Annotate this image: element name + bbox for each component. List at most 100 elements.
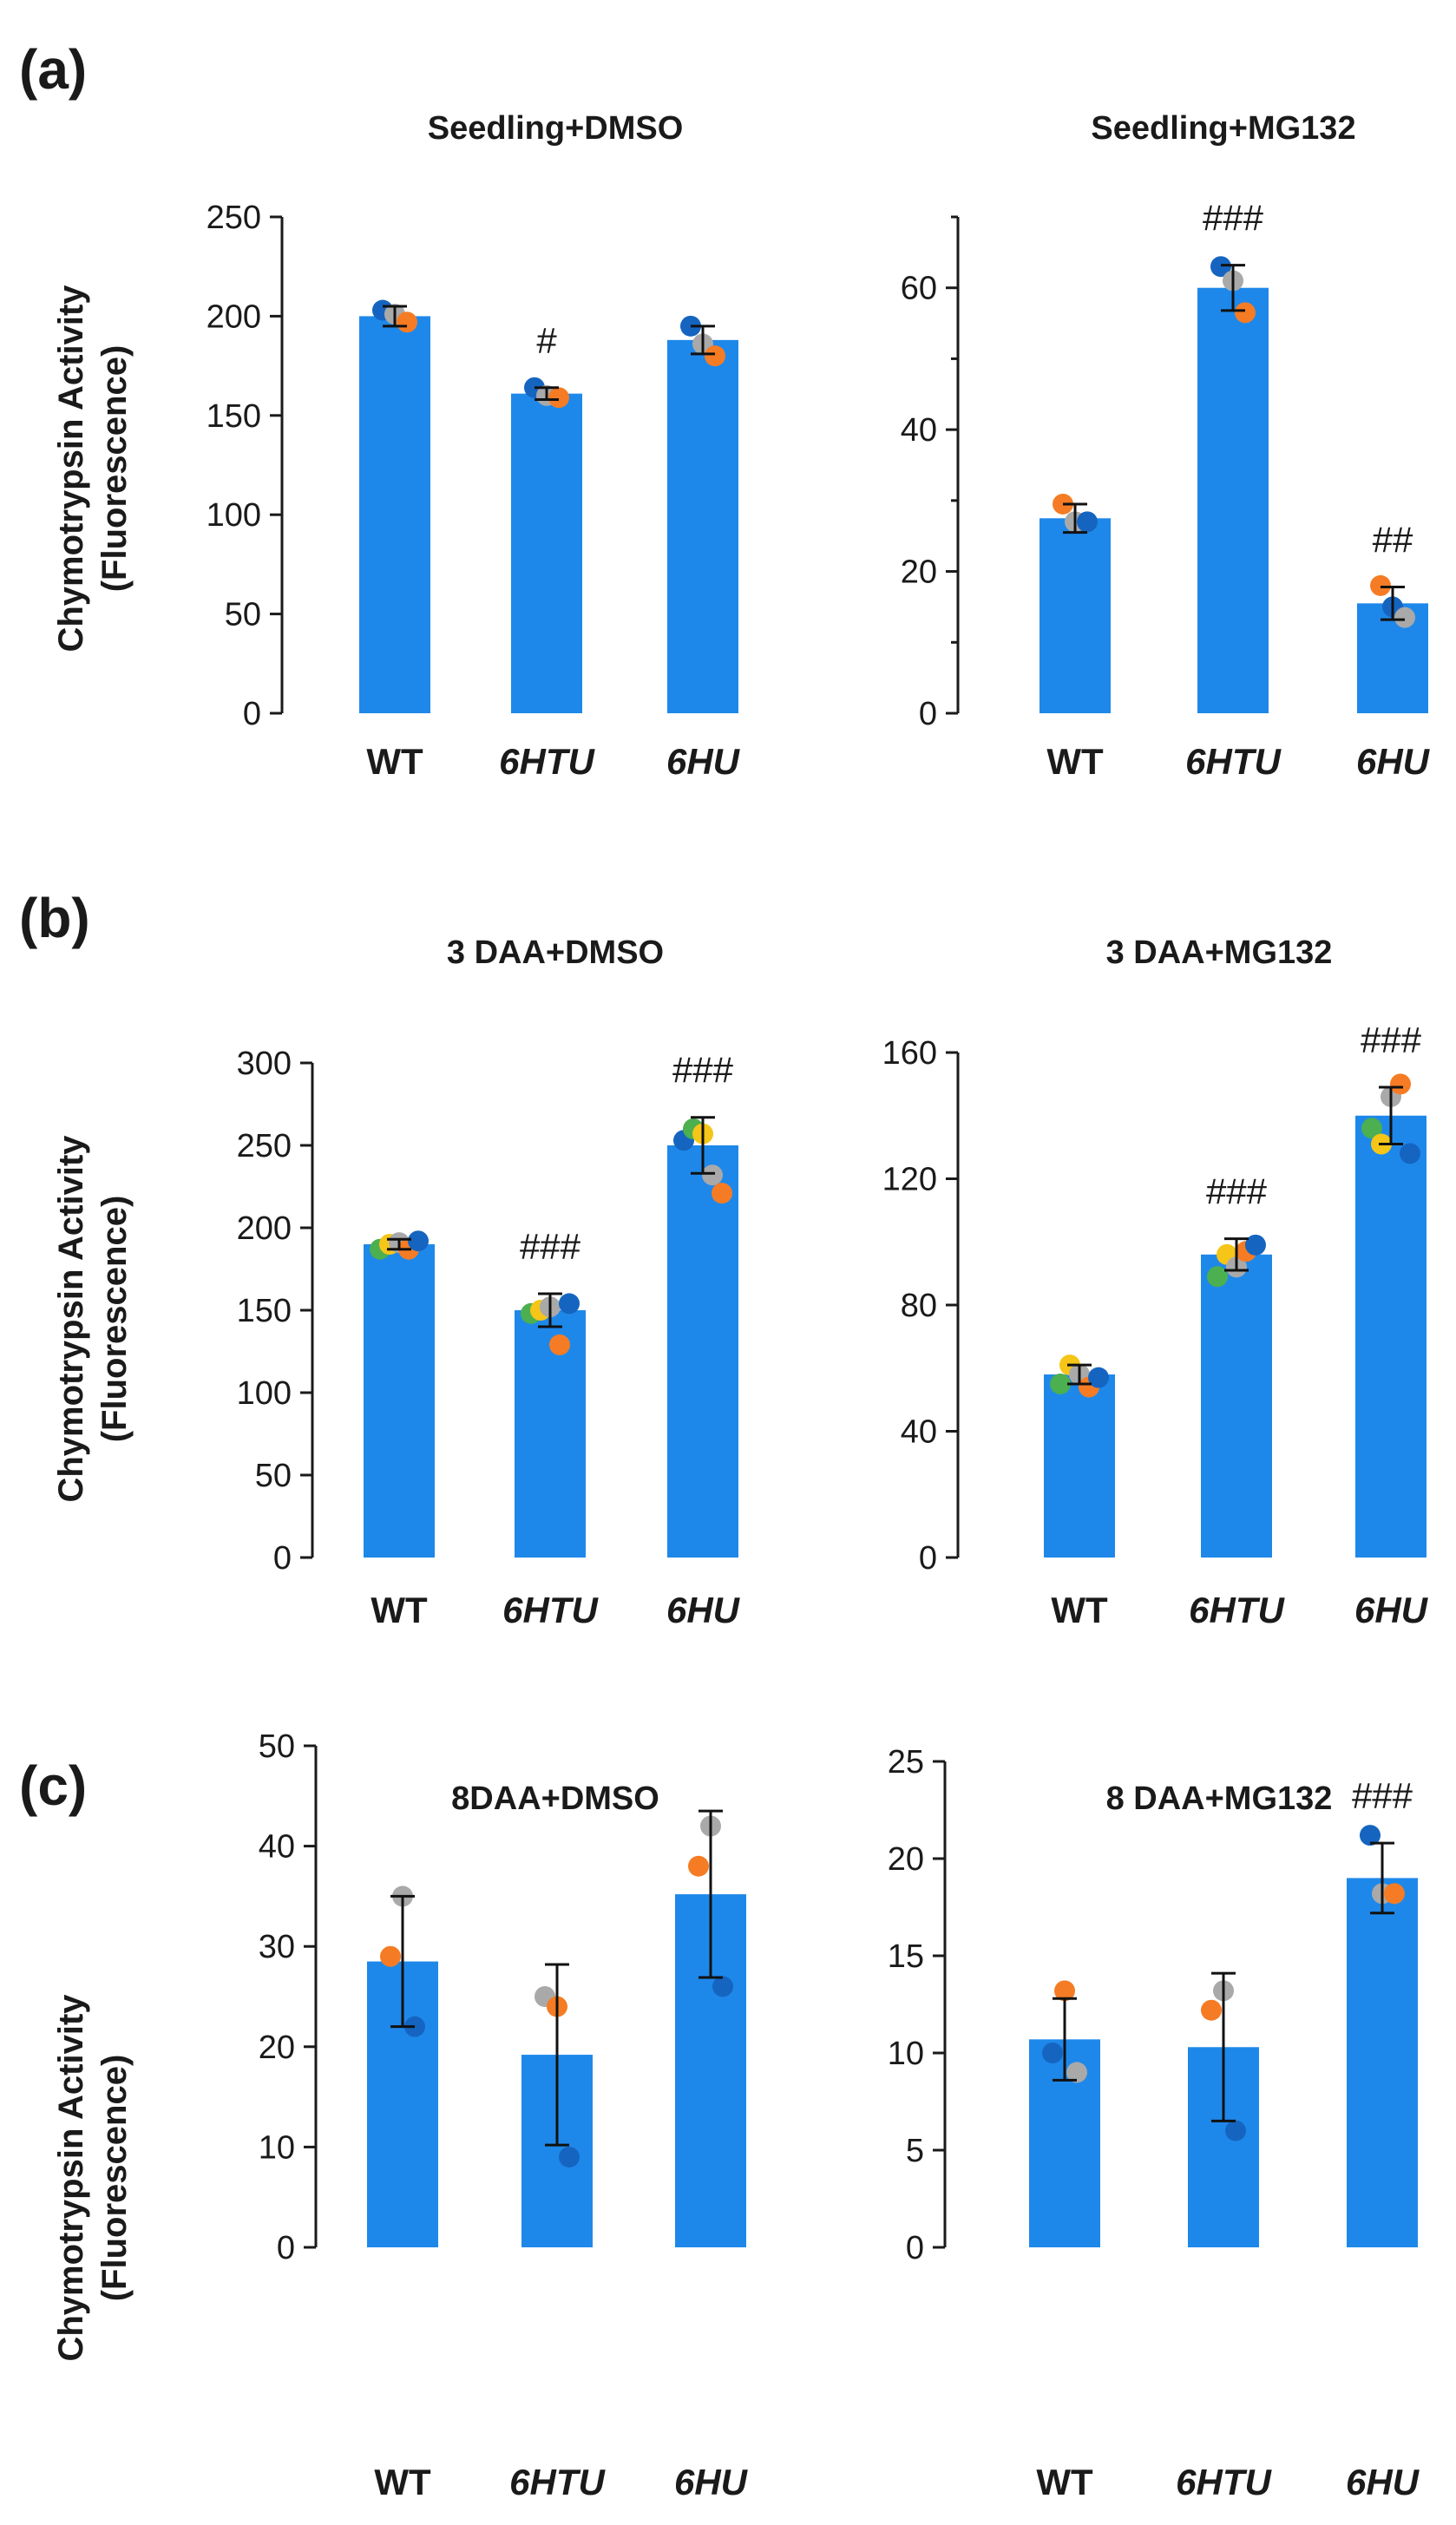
chart-title: Seedling+DMSO <box>428 110 684 147</box>
data-point <box>1361 1118 1382 1139</box>
chart-title: 3 DAA+MG132 <box>1106 935 1333 971</box>
chart-b-left: 3 DAA+DMSO 0 50 100 150 200 250 300 ### ### WT 6HTU… <box>237 935 741 1630</box>
data-point <box>1210 256 1231 278</box>
y-tick-label: 100 <box>237 1375 292 1412</box>
data-point <box>1201 1999 1222 2021</box>
x-category-label: 6HTU <box>1176 2462 1272 2502</box>
y-tick-label: 250 <box>207 200 261 236</box>
bar-6HU <box>1347 1878 1418 2247</box>
data-point <box>1088 1367 1109 1388</box>
bar-WT <box>364 1244 435 1558</box>
ylabel-c-line1: Chymotrypsin Activity <box>52 1994 90 2362</box>
x-category-label: WT <box>1046 741 1104 782</box>
y-tick-label: 50 <box>259 1728 295 1765</box>
y-tick-label: 0 <box>919 1540 937 1577</box>
data-point <box>702 1164 723 1186</box>
y-tick-label: 10 <box>888 2036 924 2072</box>
y-tick-label: 150 <box>237 1293 292 1329</box>
data-point <box>1207 1266 1228 1288</box>
y-tick-label: 0 <box>919 696 937 732</box>
bar-6HTU <box>515 1310 586 1558</box>
x-category-label: 6HTU <box>499 741 595 782</box>
y-tick-label: 100 <box>207 497 261 534</box>
y-tick-label: 20 <box>259 2030 295 2066</box>
ylabel-b-line1: Chymotrypsin Activity <box>52 1135 90 1503</box>
bar-WT <box>359 316 430 713</box>
data-point <box>1370 574 1391 596</box>
data-point <box>1394 607 1415 628</box>
data-point <box>1066 2062 1087 2083</box>
x-category-label: 6HU <box>1346 2462 1420 2502</box>
x-category-label: 6HU <box>674 2462 749 2502</box>
bar-6HU <box>1355 1115 1426 1558</box>
bar-WT <box>1040 518 1111 713</box>
data-point <box>1390 1073 1411 1095</box>
chart-b-right: 3 DAA+MG132 0 40 80 120 160 ### ### WT 6HTU 6HU <box>882 935 1429 1630</box>
ylabel-b-line2: (Fluorescence) <box>95 1196 134 1443</box>
y-tick-label: 15 <box>888 1938 924 1975</box>
y-tick-label: 10 <box>259 2129 295 2166</box>
significance-mark: ## <box>1373 520 1413 561</box>
significance-mark: ### <box>1352 1775 1413 1816</box>
data-point <box>688 1855 709 1877</box>
ylabel-a-line1: Chymotrypsin Activity <box>52 285 90 653</box>
x-category-label: 6HTU <box>1189 1590 1285 1630</box>
data-point <box>1360 1825 1381 1846</box>
y-tick-label: 200 <box>237 1210 292 1247</box>
data-point <box>559 2146 580 2168</box>
ylabel-b: Chymotrypsin Activity (Fluorescence) <box>52 1135 134 1503</box>
y-tick-label: 200 <box>207 298 261 335</box>
y-tick-label: 50 <box>225 597 261 633</box>
x-category-label: 6HTU <box>502 1590 599 1630</box>
data-point <box>1225 2120 1246 2141</box>
x-category-label: WT <box>366 741 423 782</box>
y-tick-label: 20 <box>888 1841 924 1878</box>
bar-6HU <box>667 339 738 713</box>
chart-c-left: 8DAA+DMSO 0 10 20 30 40 50 WT 6HTU 6HU <box>259 1728 749 2502</box>
data-point <box>1050 1373 1071 1394</box>
y-tick-label: 0 <box>277 2230 295 2266</box>
bar-6HU <box>1357 603 1428 713</box>
significance-mark: ### <box>672 1050 734 1091</box>
x-category-label: 6HTU <box>509 2462 606 2502</box>
data-point <box>705 345 725 367</box>
data-point <box>1400 1143 1420 1164</box>
significance-mark: # <box>536 320 557 361</box>
y-tick-label: 250 <box>237 1128 292 1164</box>
y-tick-label: 300 <box>237 1046 292 1082</box>
y-tick-label: 80 <box>901 1288 937 1324</box>
data-point <box>408 1230 429 1252</box>
data-point <box>559 1293 580 1315</box>
panel-label-b: (b) <box>19 887 90 949</box>
bar-WT <box>1044 1374 1115 1558</box>
y-tick-label: 120 <box>882 1162 937 1198</box>
y-tick-label: 30 <box>259 1929 295 1965</box>
data-point <box>1245 1234 1266 1256</box>
chart-title: Seedling+MG132 <box>1091 110 1355 147</box>
bar-6HTU <box>1201 1254 1272 1558</box>
y-tick-label: 20 <box>901 554 937 591</box>
x-category-label: WT <box>374 2462 431 2502</box>
data-point <box>1077 511 1098 533</box>
significance-mark: ### <box>1203 198 1264 239</box>
y-tick-label: 150 <box>207 398 261 435</box>
ylabel-c: Chymotrypsin Activity (Fluorescence) <box>52 1994 134 2362</box>
bar-6HTU <box>1197 287 1269 713</box>
y-tick-label: 40 <box>901 1414 937 1451</box>
chart-title: 3 DAA+DMSO <box>447 935 664 971</box>
chart-a-left: Seedling+DMSO 0 50 100 150 200 250 # WT 6HTU 6HU <box>207 110 741 782</box>
data-point <box>549 1334 570 1355</box>
y-tick-label: 40 <box>259 1829 295 1866</box>
y-tick-label: 0 <box>243 696 261 732</box>
panel-label-c: (c) <box>19 1754 87 1817</box>
x-category-label: WT <box>1051 1590 1108 1630</box>
significance-mark: ### <box>520 1226 581 1267</box>
x-category-label: 6HTU <box>1185 741 1282 782</box>
data-point <box>712 1183 732 1204</box>
panel-label-a: (a) <box>19 38 87 101</box>
ylabel-a-line2: (Fluorescence) <box>95 345 134 593</box>
y-tick-label: 60 <box>901 271 937 307</box>
ylabel-c-line2: (Fluorescence) <box>95 2055 134 2302</box>
